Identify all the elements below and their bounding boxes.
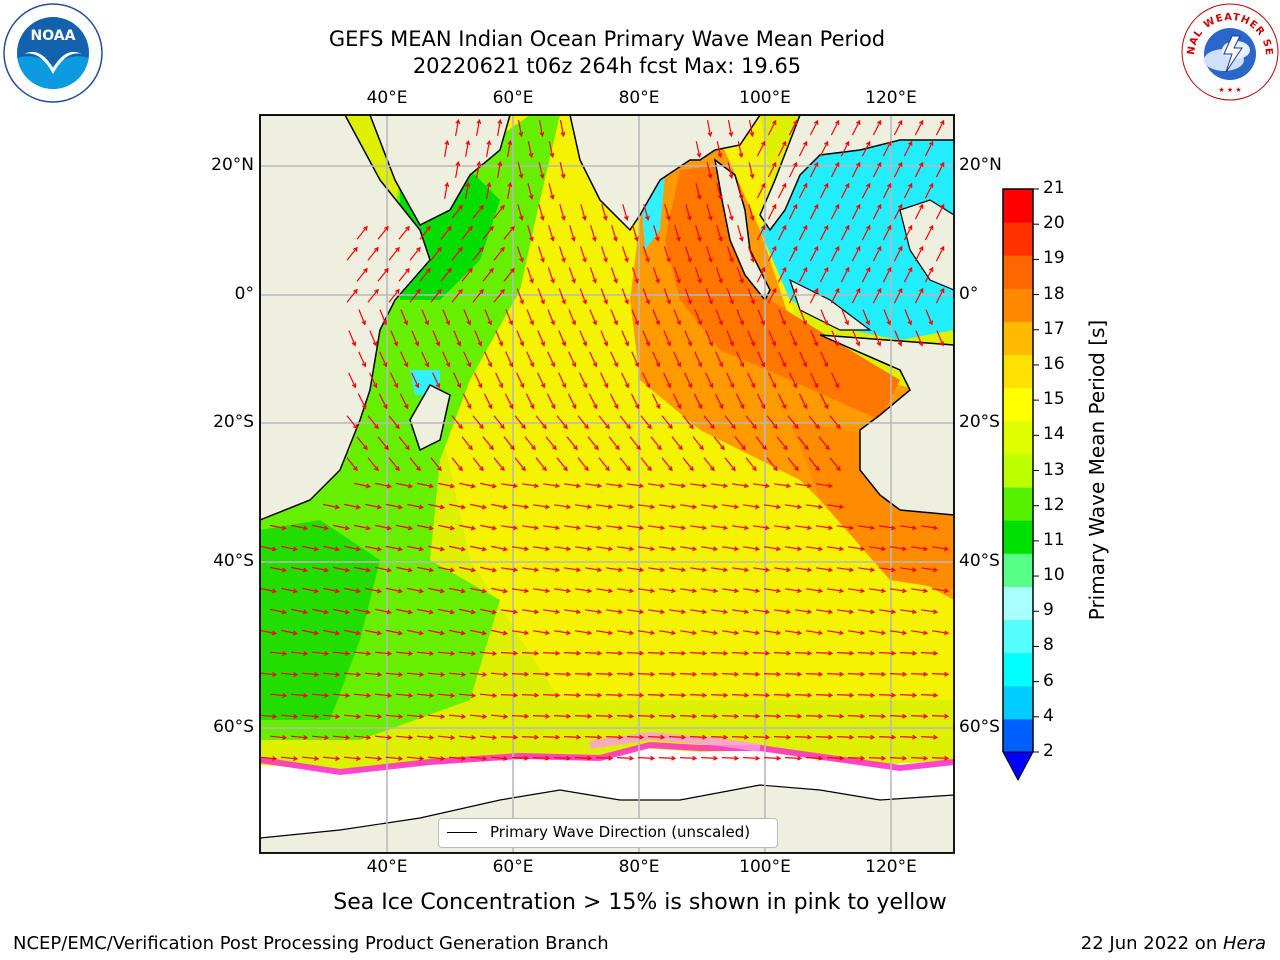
colorbar-tick-label: 17: [1043, 318, 1065, 339]
colorbar-segment: [1003, 255, 1033, 289]
colorbar-title: Primary Wave Mean Period [s]: [1085, 319, 1109, 621]
colorbar-segment: [1003, 487, 1033, 521]
graticule: [260, 115, 954, 853]
colorbar-tick-label: 18: [1043, 283, 1065, 304]
colorbar-tick-label: 15: [1043, 389, 1065, 410]
lat-label-left: 40°S: [213, 551, 254, 571]
sea-ice-footnote: Sea Ice Concentration > 15% is shown in …: [333, 890, 947, 915]
colorbar-segment: [1003, 321, 1033, 356]
colorbar-segment: [1003, 453, 1033, 488]
lat-label-left: 20°S: [213, 412, 254, 432]
lat-label-right: 0°: [959, 284, 979, 304]
colorbar-segment: [1003, 619, 1033, 654]
lat-label-right: 20°N: [959, 155, 1002, 175]
lon-label-top: 60°E: [492, 88, 534, 108]
colorbar-tick-label: 13: [1043, 459, 1065, 480]
colorbar-tick-label: 4: [1043, 705, 1054, 726]
footer-date: 22 Jun 2022 on Hera: [1081, 933, 1266, 954]
legend-label: Primary Wave Direction (unscaled): [490, 823, 751, 841]
svg-text:★ ★ ★: ★ ★ ★: [1218, 86, 1241, 94]
wave-direction-arrows: [260, 118, 950, 761]
footer-credit: NCEP/EMC/Verification Post Processing Pr…: [13, 933, 609, 954]
colorbar-tick-label: 16: [1043, 353, 1065, 374]
map-subtitle: 20220621 t06z 264h fcst Max: 19.65: [412, 54, 802, 78]
noaa-logo: NOAA: [3, 3, 103, 103]
colorbar-segment: [1003, 520, 1033, 554]
lon-label-bottom: 120°E: [865, 857, 917, 877]
colorbar-segment: [1003, 553, 1033, 587]
lon-label-bottom: 60°E: [492, 857, 534, 877]
lat-label-right: 40°S: [959, 551, 1000, 571]
lat-label-left: 20°N: [211, 155, 254, 175]
map-title: GEFS MEAN Indian Ocean Primary Wave Mean…: [328, 27, 886, 51]
colorbar: [1002, 188, 1039, 782]
colorbar-tick-label: 11: [1043, 529, 1065, 550]
lat-label-right: 20°S: [959, 412, 1000, 432]
colorbar-under-triangle: [1002, 751, 1034, 782]
colorbar-tick-label: 12: [1043, 494, 1065, 515]
lon-label-top: 80°E: [618, 88, 660, 108]
noaa-logo-text: NOAA: [31, 28, 76, 44]
colorbar-tick-label: 14: [1043, 424, 1065, 445]
map-legend: Primary Wave Direction (unscaled): [438, 818, 778, 848]
colorbar-tick-label: 20: [1043, 213, 1065, 234]
footer-date-text: 22 Jun 2022 on: [1080, 933, 1223, 954]
colorbar-tick-label: 6: [1043, 670, 1054, 691]
colorbar-tick-label: 2: [1043, 741, 1054, 761]
colorbar-segment: [1003, 586, 1033, 621]
colorbar-segment: [1003, 420, 1033, 455]
lon-label-top: 120°E: [865, 88, 917, 108]
lat-label-right: 60°S: [959, 717, 1000, 737]
colorbar-segment: [1003, 718, 1033, 753]
colorbar-tick-label: 10: [1043, 565, 1065, 586]
colorbar-segment: [1003, 288, 1033, 322]
lon-label-bottom: 40°E: [366, 857, 408, 877]
colorbar-segment: [1003, 222, 1033, 256]
nws-logo: NATIONAL WEATHER SERVICE ★ ★ ★: [1180, 2, 1279, 101]
colorbar-segment: [1003, 189, 1033, 223]
colorbar-tick-label: 9: [1043, 600, 1054, 621]
footer-host: Hera: [1222, 933, 1266, 954]
lat-label-left: 0°: [234, 284, 254, 304]
lon-label-top: 100°E: [739, 88, 791, 108]
map-frame: [259, 114, 955, 854]
lon-label-top: 40°E: [366, 88, 408, 108]
colorbar-tick-label: 8: [1043, 635, 1054, 656]
lon-label-bottom: 100°E: [739, 857, 791, 877]
colorbar-segment: [1003, 685, 1033, 720]
colorbar-segment: [1003, 652, 1033, 687]
colorbar-segment: [1003, 354, 1033, 389]
colorbar-segment: [1003, 387, 1033, 422]
legend-line-swatch: [447, 832, 477, 833]
lon-label-bottom: 80°E: [618, 857, 660, 877]
colorbar-tick-label: 21: [1043, 178, 1065, 198]
colorbar-tick-label: 19: [1043, 248, 1065, 269]
lat-label-left: 60°S: [213, 717, 254, 737]
